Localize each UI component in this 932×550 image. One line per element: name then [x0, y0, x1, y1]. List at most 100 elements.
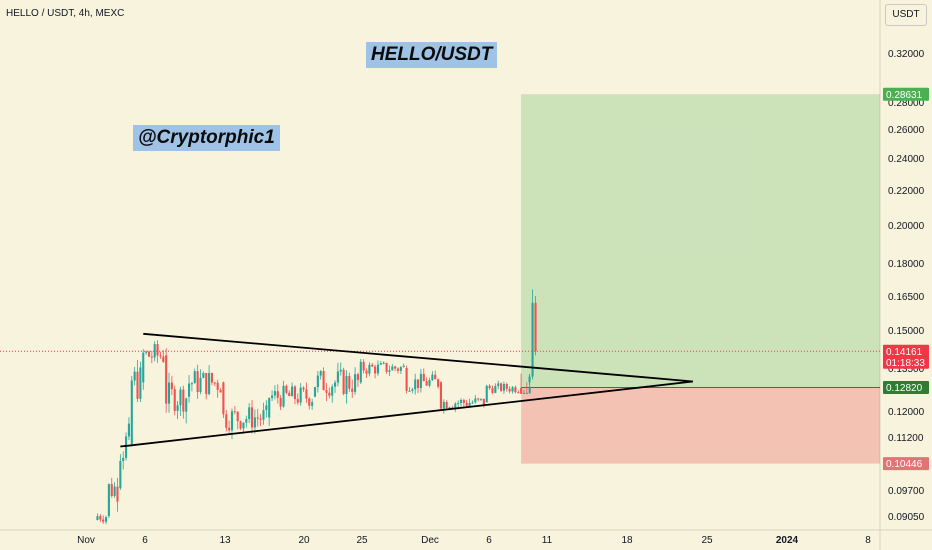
candle-body [328, 392, 331, 396]
candle-body [511, 387, 514, 392]
candle-body [185, 398, 188, 412]
candle-body [376, 364, 380, 374]
y-tick-label: 0.18000 [888, 259, 925, 270]
candle-body [305, 389, 308, 399]
candle-body [396, 368, 400, 371]
candle-body [442, 401, 445, 409]
candle-body [311, 402, 314, 406]
candle-body [333, 382, 337, 387]
chart-title: HELLO/USDT [366, 42, 498, 68]
candle-body [236, 411, 239, 422]
y-tick-label: 0.24000 [888, 154, 925, 165]
candle-body [428, 380, 431, 386]
candle-body [213, 382, 216, 384]
candle-body [477, 398, 480, 400]
x-tick-label: 6 [486, 535, 492, 546]
x-tick-label: 8 [865, 535, 871, 546]
y-tick-label: 0.15000 [888, 326, 925, 337]
candle-body [316, 375, 319, 388]
candle-body [150, 356, 153, 358]
candle-body [273, 391, 276, 396]
candle-body [319, 371, 322, 376]
candle-body [500, 383, 503, 391]
candle-body [322, 371, 325, 391]
candle-body [339, 369, 342, 372]
candle-body [248, 407, 251, 420]
candle-body [517, 392, 520, 394]
candle-body [374, 366, 377, 374]
candle-body [219, 389, 222, 393]
candle-body [313, 387, 317, 397]
candle-body [514, 387, 517, 393]
price-tag-target [883, 87, 929, 101]
x-tick-label: 13 [219, 535, 231, 546]
candle-body [354, 374, 357, 392]
candle-body [142, 352, 145, 383]
candle-body [408, 390, 411, 392]
candle-body [136, 371, 139, 399]
candle-body [528, 376, 531, 383]
candle-body [485, 385, 488, 403]
y-tick-label: 0.09050 [888, 512, 925, 523]
candle-body [465, 402, 468, 406]
candle-body [508, 388, 511, 392]
candle-body [448, 407, 451, 409]
candle-body [471, 402, 474, 404]
x-tick-label: 20 [298, 535, 310, 546]
candle-body [293, 386, 297, 400]
x-tick-label: Nov [77, 535, 95, 546]
candle-body [431, 374, 434, 381]
candle-body [262, 410, 265, 420]
candle-body [130, 380, 133, 445]
candle-body [482, 398, 485, 406]
candle-body [139, 367, 142, 399]
y-tick-label: 0.22000 [888, 186, 925, 197]
candle-body [497, 383, 500, 387]
candle-body [459, 399, 463, 403]
candle-body [153, 344, 156, 358]
candle-body [233, 411, 236, 413]
candle-body [230, 411, 234, 431]
candle-body [414, 379, 417, 390]
candle-body [474, 398, 477, 403]
candle-body [242, 422, 245, 429]
candle-body [362, 361, 365, 371]
candle-body [454, 403, 457, 408]
candle-body [479, 398, 483, 400]
candle-body [345, 376, 348, 394]
candle-body [170, 382, 173, 390]
y-tick-label: 0.16500 [888, 292, 925, 303]
y-tick-label: 0.28000 [888, 98, 925, 109]
candle-body [285, 385, 288, 393]
candle-body [525, 392, 528, 394]
stop-zone [521, 387, 880, 464]
candle-body [193, 371, 196, 384]
candle-body [205, 373, 208, 395]
price-tag-entry-label: 0.12820 [886, 383, 923, 394]
x-tick-label: Dec [421, 535, 439, 546]
y-tick-label: 0.13500 [888, 364, 925, 375]
candle-body [282, 385, 285, 407]
candle-body [439, 382, 442, 409]
candle-body [210, 373, 213, 383]
x-tick-label: 25 [356, 535, 368, 546]
candle-body [365, 370, 368, 374]
candle-body [202, 373, 205, 378]
candle-body [336, 371, 339, 383]
candle-body [271, 395, 274, 398]
candle-body [302, 387, 305, 390]
candle-body [99, 516, 102, 520]
candle-body [419, 373, 422, 389]
y-tick-label: 0.09700 [888, 486, 925, 497]
candle-body [308, 398, 311, 406]
currency-unit-button[interactable]: USDT [885, 4, 927, 26]
triangle-upper-line [143, 332, 693, 383]
x-tick-label: 11 [542, 535, 553, 546]
y-tick-label: 0.26000 [888, 125, 925, 136]
candle-body [405, 368, 408, 391]
candle-body [434, 374, 437, 380]
candle-body [127, 423, 130, 437]
candle-body [179, 389, 182, 406]
candle-body [188, 383, 191, 397]
